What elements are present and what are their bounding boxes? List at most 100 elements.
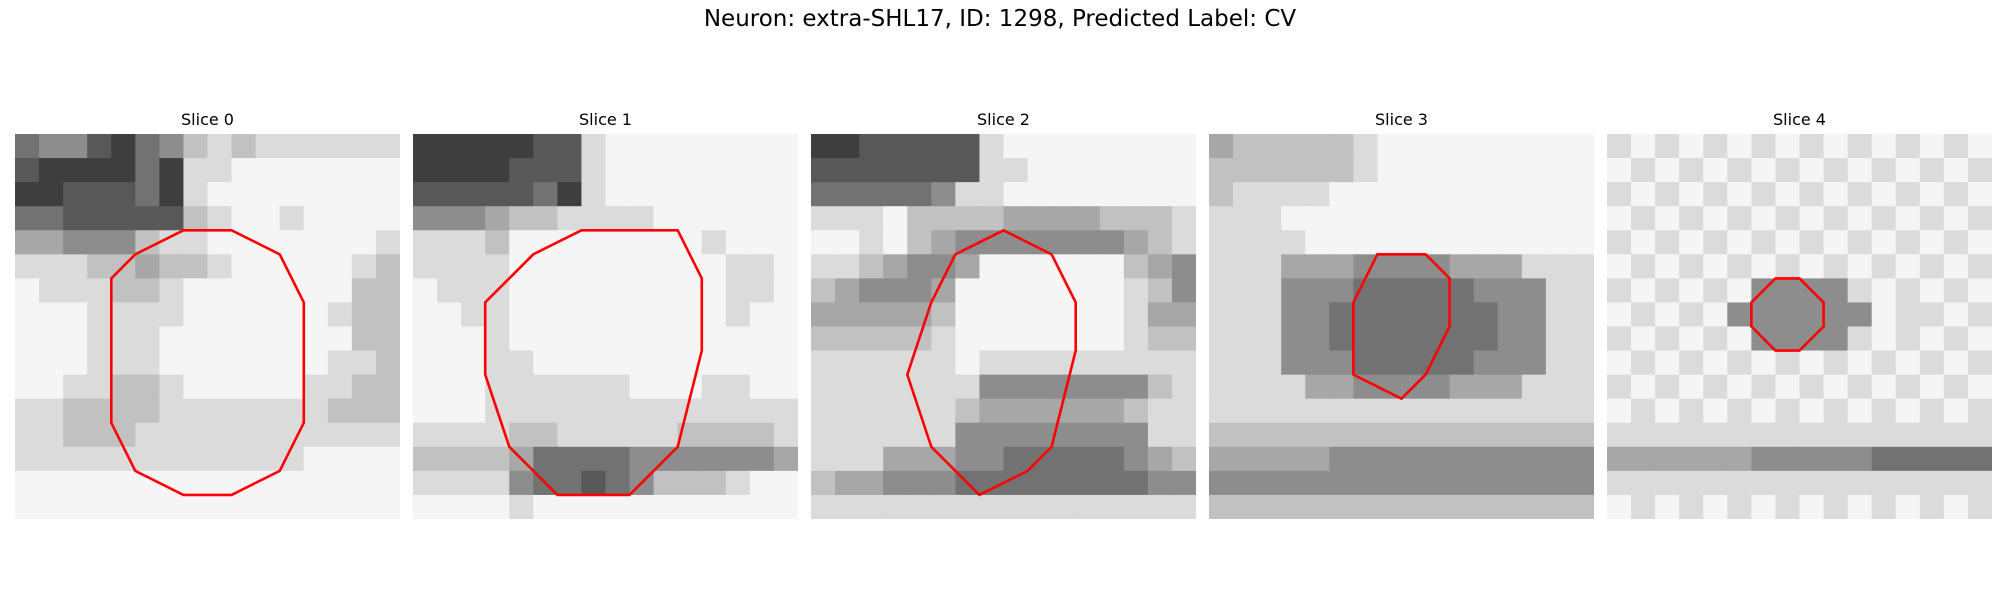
pixel-cell [15, 374, 40, 400]
pixel-cell [1775, 278, 1801, 304]
pixel-cell [1895, 326, 1921, 352]
pixel-cell [1751, 422, 1777, 448]
pixel-cell [437, 470, 462, 496]
pixel-cell [1655, 398, 1680, 424]
pixel-cell [629, 254, 655, 279]
pixel-cell [835, 206, 860, 231]
pixel-cell [907, 278, 932, 304]
pixel-cell [231, 230, 257, 255]
pixel-cell [1919, 422, 1945, 448]
pixel-cell [1799, 158, 1825, 183]
pixel-cell [1425, 230, 1451, 255]
pixel-cell [1727, 230, 1752, 255]
pixel-cell [1257, 494, 1282, 519]
pixel-cell [1631, 230, 1656, 255]
pixel-cell [533, 278, 558, 304]
pixel-cell [1943, 206, 1969, 231]
pixel-cell [1607, 134, 1632, 159]
pixel-cell [63, 182, 88, 207]
pixel-cell [461, 350, 486, 376]
pixel-cell [1823, 206, 1849, 231]
pixel-cell [653, 158, 679, 183]
pixel-cell [773, 206, 798, 231]
pixel-cell [835, 398, 860, 424]
pixel-cell [1919, 278, 1945, 304]
pixel-cell [1425, 134, 1451, 159]
pixel-cell [1377, 422, 1403, 448]
pixel-cell [1473, 494, 1499, 519]
pixel-cell [485, 134, 510, 159]
pixel-cell [255, 374, 281, 400]
pixel-cell [1209, 494, 1234, 519]
pixel-cell [375, 134, 400, 159]
pixel-cell [1425, 374, 1451, 400]
pixel-cell [1727, 470, 1752, 496]
pixel-cell [1847, 470, 1873, 496]
pixel-cell [351, 278, 377, 304]
pixel-cell [1281, 350, 1306, 376]
pixel-cell [1473, 422, 1499, 448]
pixel-cell [1679, 206, 1704, 231]
pixel-cell [1171, 230, 1196, 255]
pixel-cell [1003, 326, 1029, 352]
pixel-cell [1425, 470, 1451, 496]
pixel-cell [207, 206, 233, 231]
pixel-cell [677, 278, 703, 304]
pixel-cell [749, 422, 775, 448]
pixel-cell [1209, 422, 1234, 448]
pixel-cell [1281, 134, 1306, 159]
pixel-cell [1051, 182, 1077, 207]
pixel-cell [1209, 182, 1234, 207]
pixel-cell [1823, 446, 1849, 472]
pixel-cell [303, 254, 329, 279]
pixel-cell [351, 470, 377, 496]
pixel-cell [351, 254, 377, 279]
pixel-cell [1473, 278, 1499, 304]
pixel-cell [1257, 278, 1282, 304]
pixel-cell [1703, 470, 1728, 496]
pixel-cell [725, 134, 751, 159]
pixel-cell [231, 494, 257, 519]
pixel-cell [1655, 422, 1680, 448]
pixel-cell [461, 422, 486, 448]
pixel-cell [1607, 278, 1632, 304]
pixel-cell [1123, 134, 1149, 159]
slice-title: Slice 4 [1773, 110, 1826, 129]
pixel-cell [557, 134, 583, 159]
pixel-cell [413, 374, 438, 400]
pixel-cell [1003, 374, 1029, 400]
pixel-cell [1329, 254, 1354, 279]
pixel-cell [1799, 470, 1825, 496]
pixel-cell [1751, 182, 1777, 207]
pixel-cell [1967, 470, 1992, 496]
pixel-cell [135, 278, 160, 304]
pixel-cell [351, 182, 377, 207]
pixel-cell [1871, 326, 1897, 352]
pixel-cell [509, 326, 534, 352]
pixel-cell [749, 206, 775, 231]
pixel-cell [1871, 494, 1897, 519]
pixel-cell [1847, 398, 1873, 424]
pixel-cell [1329, 182, 1354, 207]
pixel-cell [725, 254, 751, 279]
pixel-cell [1703, 398, 1728, 424]
pixel-cell [279, 158, 305, 183]
pixel-cell [1679, 446, 1704, 472]
pixel-cell [1871, 350, 1897, 376]
pixel-cell [183, 446, 209, 472]
pixel-cell [303, 134, 329, 159]
pixel-cell [1209, 470, 1234, 496]
pixel-cell [413, 350, 438, 376]
pixel-cell [351, 350, 377, 376]
pixel-cell [1147, 326, 1173, 352]
pixel-cell [279, 494, 305, 519]
pixel-cell [629, 494, 655, 519]
pixel-cell [725, 446, 751, 472]
pixel-cell [1943, 494, 1969, 519]
pixel-cell [1027, 206, 1053, 231]
pixel-cell [159, 422, 185, 448]
pixel-cell [207, 326, 233, 352]
pixel-cell [629, 182, 655, 207]
pixel-cell [207, 230, 233, 255]
pixel-cell [1425, 206, 1451, 231]
